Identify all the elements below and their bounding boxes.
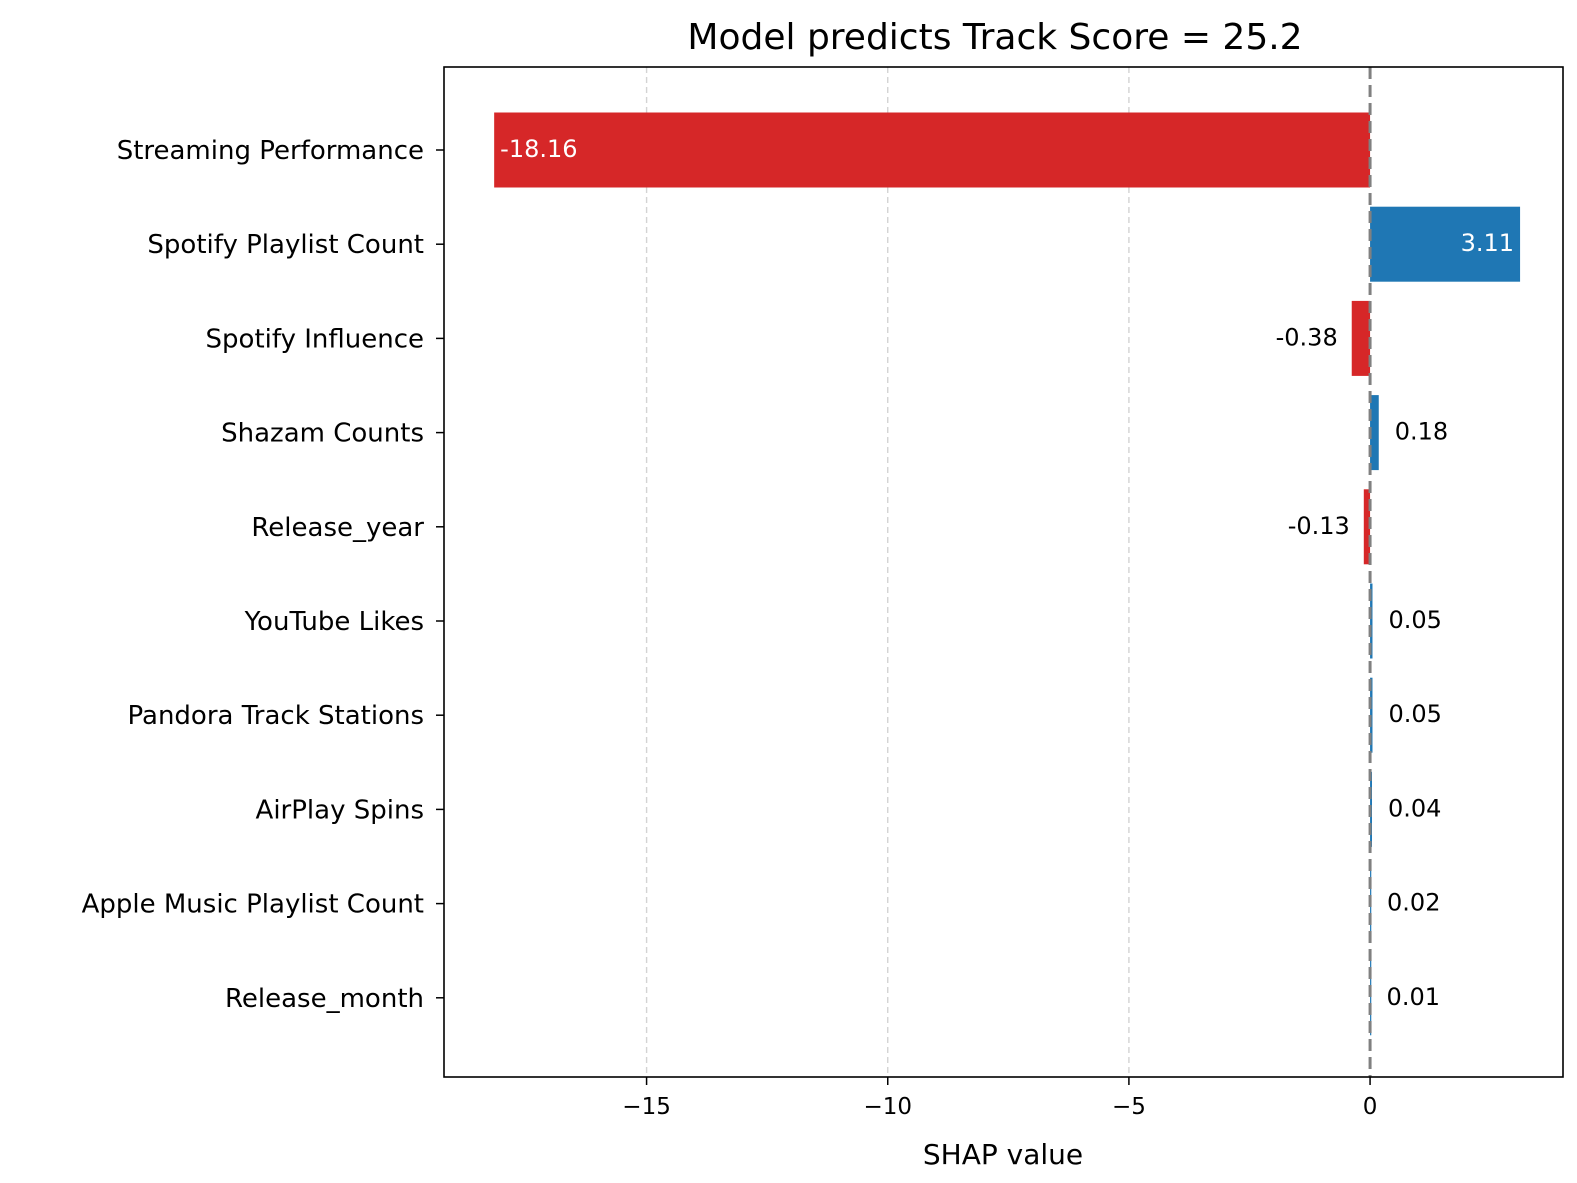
value-label: 0.05	[1388, 606, 1441, 634]
value-label: 0.04	[1388, 794, 1441, 822]
y-tick-label: Release_year	[251, 513, 424, 543]
x-tick-label: −10	[863, 1094, 912, 1120]
value-label: 0.02	[1387, 889, 1440, 917]
value-label: 0.18	[1395, 418, 1448, 446]
y-tick-label: Streaming Performance	[117, 136, 424, 166]
plot-frame	[443, 66, 1564, 1078]
value-label: 0.01	[1387, 983, 1440, 1011]
y-axis: Streaming Performance Spotify Playlist Co…	[82, 136, 444, 1014]
value-label: 3.11	[1461, 229, 1514, 257]
value-label: -18.16	[500, 135, 577, 163]
y-tick-label: Spotify Playlist Count	[147, 230, 424, 260]
value-label: -0.13	[1288, 512, 1350, 540]
y-tick-label: Release_month	[225, 984, 424, 1014]
chart-title: Model predicts Track Score = 25.2	[687, 17, 1302, 58]
x-axis: −15 −10 −5 0	[622, 1077, 1377, 1120]
bar	[494, 112, 1371, 188]
bar	[1351, 300, 1371, 376]
bar	[1370, 583, 1373, 659]
bar	[1370, 395, 1379, 471]
y-tick-label: Spotify Influence	[206, 324, 424, 354]
y-tick-label: Shazam Counts	[221, 419, 424, 449]
y-tick-label: Apple Music Playlist Count	[82, 890, 424, 920]
bars	[494, 112, 1521, 1036]
x-tick-label: −5	[1112, 1094, 1146, 1120]
bar	[1370, 960, 1372, 1036]
x-axis-label: SHAP value	[923, 1138, 1083, 1171]
value-label: 0.05	[1388, 700, 1441, 728]
y-tick-label: AirPlay Spins	[256, 795, 424, 825]
bar	[1363, 489, 1371, 565]
y-tick-label: YouTube Likes	[244, 607, 424, 637]
value-labels: -18.16 3.11 -0.38 0.18 -0.13 0.05 0.05 0.04 0.02…	[500, 135, 1514, 1011]
x-tick-label: −15	[622, 1094, 671, 1120]
y-tick-label: Pandora Track Stations	[128, 701, 425, 731]
bar	[1370, 206, 1521, 282]
value-label: -0.38	[1276, 323, 1338, 351]
gridlines	[645, 67, 1130, 1077]
x-tick-label: 0	[1363, 1094, 1378, 1120]
